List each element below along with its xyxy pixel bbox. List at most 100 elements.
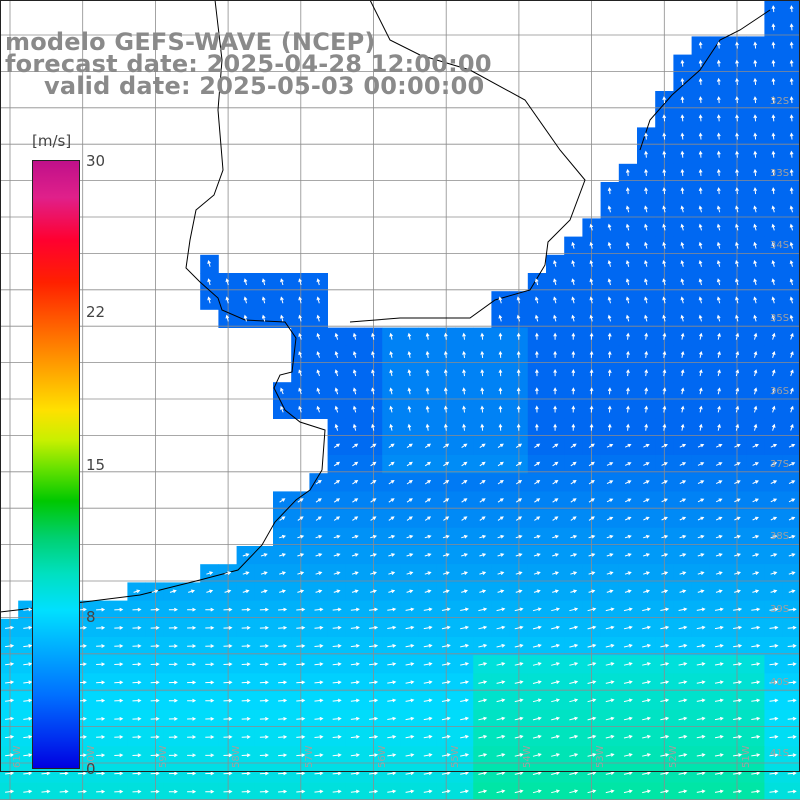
wind-arrow: [225, 278, 230, 286]
wind-arrow: [735, 278, 739, 286]
wind-arrow: [243, 278, 248, 286]
wind-arrow: [297, 516, 304, 521]
wind-arrow: [644, 387, 649, 395]
wind-arrow: [788, 571, 796, 575]
wind-arrow: [553, 387, 557, 395]
wind-arrow: [678, 753, 688, 757]
wind-arrow: [59, 789, 69, 794]
wind-arrow: [552, 461, 559, 467]
wind-arrow: [697, 553, 705, 557]
wind-arrow: [662, 96, 667, 104]
wind-arrow: [279, 589, 286, 594]
lon-label: 58W: [231, 745, 242, 768]
wind-arrow: [278, 644, 288, 648]
wind-arrow: [5, 644, 15, 648]
wind-arrow: [699, 405, 703, 413]
wind-arrow: [515, 571, 523, 575]
wind-arrow: [479, 516, 486, 521]
wind-arrow: [96, 662, 106, 667]
wind-arrow: [644, 423, 649, 431]
wind-arrow: [261, 296, 266, 304]
wind-arrow: [698, 114, 703, 122]
wind-arrow: [187, 625, 197, 630]
wind-arrow: [535, 332, 539, 340]
wind-arrow: [532, 753, 542, 757]
wind-arrow: [496, 625, 506, 630]
wind-arrow: [607, 187, 612, 195]
wind-arrow: [605, 789, 615, 794]
wind-arrow: [350, 753, 360, 758]
wind-arrow: [789, 77, 794, 85]
wind-arrow: [790, 405, 794, 413]
wind-arrow: [369, 753, 379, 757]
wind-arrow: [515, 553, 523, 557]
wind-arrow: [425, 350, 430, 358]
wind-arrow: [753, 96, 758, 104]
wind-arrow: [788, 462, 796, 466]
wind-arrow: [205, 662, 215, 667]
wind-arrow: [280, 405, 284, 413]
wind-arrow: [644, 369, 649, 377]
wind-arrow: [789, 296, 794, 304]
wind-arrow: [462, 405, 466, 413]
wind-arrow: [41, 771, 51, 776]
wind-arrow: [150, 644, 160, 648]
wind-arrow: [498, 296, 503, 304]
wind-arrow: [205, 789, 215, 794]
wind-arrow: [460, 698, 470, 703]
wind-arrow: [316, 314, 321, 322]
lon-label: 54W: [522, 745, 533, 768]
wind-arrow: [207, 296, 211, 304]
wind-arrow: [478, 607, 488, 612]
wind-arrow: [753, 405, 758, 413]
wind-arrow: [680, 259, 685, 267]
colorbar-tick: 30: [86, 152, 106, 170]
wind-arrow: [734, 516, 741, 521]
wind-arrow: [625, 259, 630, 267]
wind-arrow: [552, 589, 559, 594]
wind-arrow: [589, 296, 594, 304]
wind-arrow: [716, 59, 721, 67]
lat-label: 34S: [770, 240, 790, 251]
wind-arrow: [5, 680, 15, 685]
wind-arrow: [588, 498, 595, 503]
wind-arrow: [498, 405, 503, 413]
wind-arrow: [496, 680, 506, 684]
wind-arrow: [405, 625, 415, 630]
wind-arrow: [114, 662, 124, 667]
wind-arrow: [370, 534, 377, 539]
wind-arrow: [388, 534, 396, 539]
wind-arrow: [407, 332, 412, 340]
wind-arrow: [279, 516, 286, 521]
wind-arrow: [606, 553, 614, 557]
wind-arrow: [753, 77, 758, 85]
wind-arrow: [571, 241, 575, 249]
wind-arrow: [587, 753, 597, 757]
wind-arrow: [205, 735, 215, 739]
wind-arrow: [644, 132, 648, 140]
wind-arrow: [207, 259, 211, 267]
wind-arrow: [168, 716, 178, 721]
wind-arrow: [662, 314, 666, 322]
wind-arrow: [423, 680, 433, 685]
wind-arrow: [660, 698, 670, 703]
wind-arrow: [769, 662, 779, 667]
wind-arrow: [697, 462, 705, 466]
wind-arrow: [259, 698, 269, 703]
wind-arrow: [497, 534, 505, 539]
wind-arrow: [698, 168, 703, 176]
wind-arrow: [23, 698, 33, 703]
wind-arrow: [642, 607, 652, 612]
wind-arrow: [753, 187, 758, 195]
wind-arrow: [551, 625, 561, 630]
wind-arrow: [407, 405, 412, 413]
wind-arrow: [735, 223, 739, 231]
wind-arrow: [168, 662, 178, 667]
wind-arrow: [168, 789, 178, 794]
wind-arrow: [716, 41, 721, 49]
wind-arrow: [405, 771, 415, 776]
wind-arrow: [643, 498, 650, 503]
wind-arrow: [242, 571, 250, 575]
wind-arrow: [789, 114, 794, 122]
wind-arrow: [478, 643, 488, 648]
